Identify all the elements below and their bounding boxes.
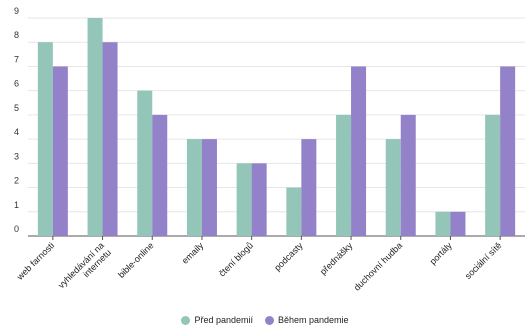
x-tick-label: web farnosti	[14, 240, 56, 282]
x-tick-label: bible-online	[116, 240, 156, 280]
bar-series-2	[201, 139, 217, 236]
bar-series-1	[385, 139, 401, 236]
bar-series-1	[186, 139, 202, 236]
bar-series-2	[251, 163, 267, 236]
legend-label-series-1: Před pandemií	[194, 315, 253, 325]
y-tick-label: 1	[14, 200, 19, 210]
legend-item-series-2[interactable]: Během pandemie	[265, 315, 349, 325]
bar-series-1	[137, 90, 153, 237]
bar-series-1	[485, 114, 501, 236]
bar-series-2	[351, 66, 367, 236]
x-tick-label: emaily	[180, 240, 206, 266]
bar-series-2	[102, 42, 118, 236]
x-tick-label: vyhledávání nainternetu	[56, 240, 113, 297]
bars	[37, 18, 516, 237]
bar-series-2	[152, 114, 168, 236]
x-tick-label: přednášky	[318, 240, 355, 277]
legend: Před pandemií Během pandemie	[0, 315, 530, 325]
bar-series-2	[52, 66, 68, 236]
y-tick-label: 0	[14, 224, 19, 234]
y-tick-label: 3	[14, 151, 19, 161]
legend-label-series-2: Během pandemie	[278, 315, 349, 325]
y-tick-label: 8	[14, 30, 19, 40]
bar-series-1	[435, 211, 451, 236]
x-tick-label: portály	[428, 240, 455, 267]
bar-series-2	[301, 139, 317, 236]
bar-series-1	[87, 18, 103, 236]
y-tick-label: 6	[14, 79, 19, 89]
bar-series-2	[500, 66, 516, 236]
y-tick-label: 9	[14, 6, 19, 16]
x-tick-label: duchovní hudba	[352, 240, 404, 292]
legend-swatch-series-2	[265, 315, 274, 325]
y-axis: 0 1 2 3 4 5 6 7 8 9	[14, 6, 19, 234]
bar-chart: 0 1 2 3 4 5 6 7 8 9 web farnosti vyhledávání naint…	[14, 6, 525, 297]
legend-item-series-1[interactable]: Před pandemií	[181, 315, 253, 325]
y-tick-label: 2	[14, 176, 19, 186]
bar-series-1	[336, 114, 352, 236]
bar-series-1	[286, 187, 302, 236]
bar-series-2	[450, 211, 466, 236]
bar-series-1	[236, 163, 252, 236]
y-tick-label: 5	[14, 103, 19, 113]
bar-series-1	[37, 42, 53, 236]
x-tick-label: čtení blogů	[217, 240, 255, 278]
x-tick-label: sociální sítě	[463, 240, 504, 281]
x-tick-label: podcasty	[272, 240, 305, 273]
x-axis: web farnosti vyhledávání nainternetu bible…	[14, 236, 504, 297]
bar-series-2	[400, 114, 416, 236]
y-tick-label: 4	[14, 127, 19, 137]
legend-swatch-series-1	[181, 315, 191, 325]
y-tick-label: 7	[14, 54, 19, 64]
